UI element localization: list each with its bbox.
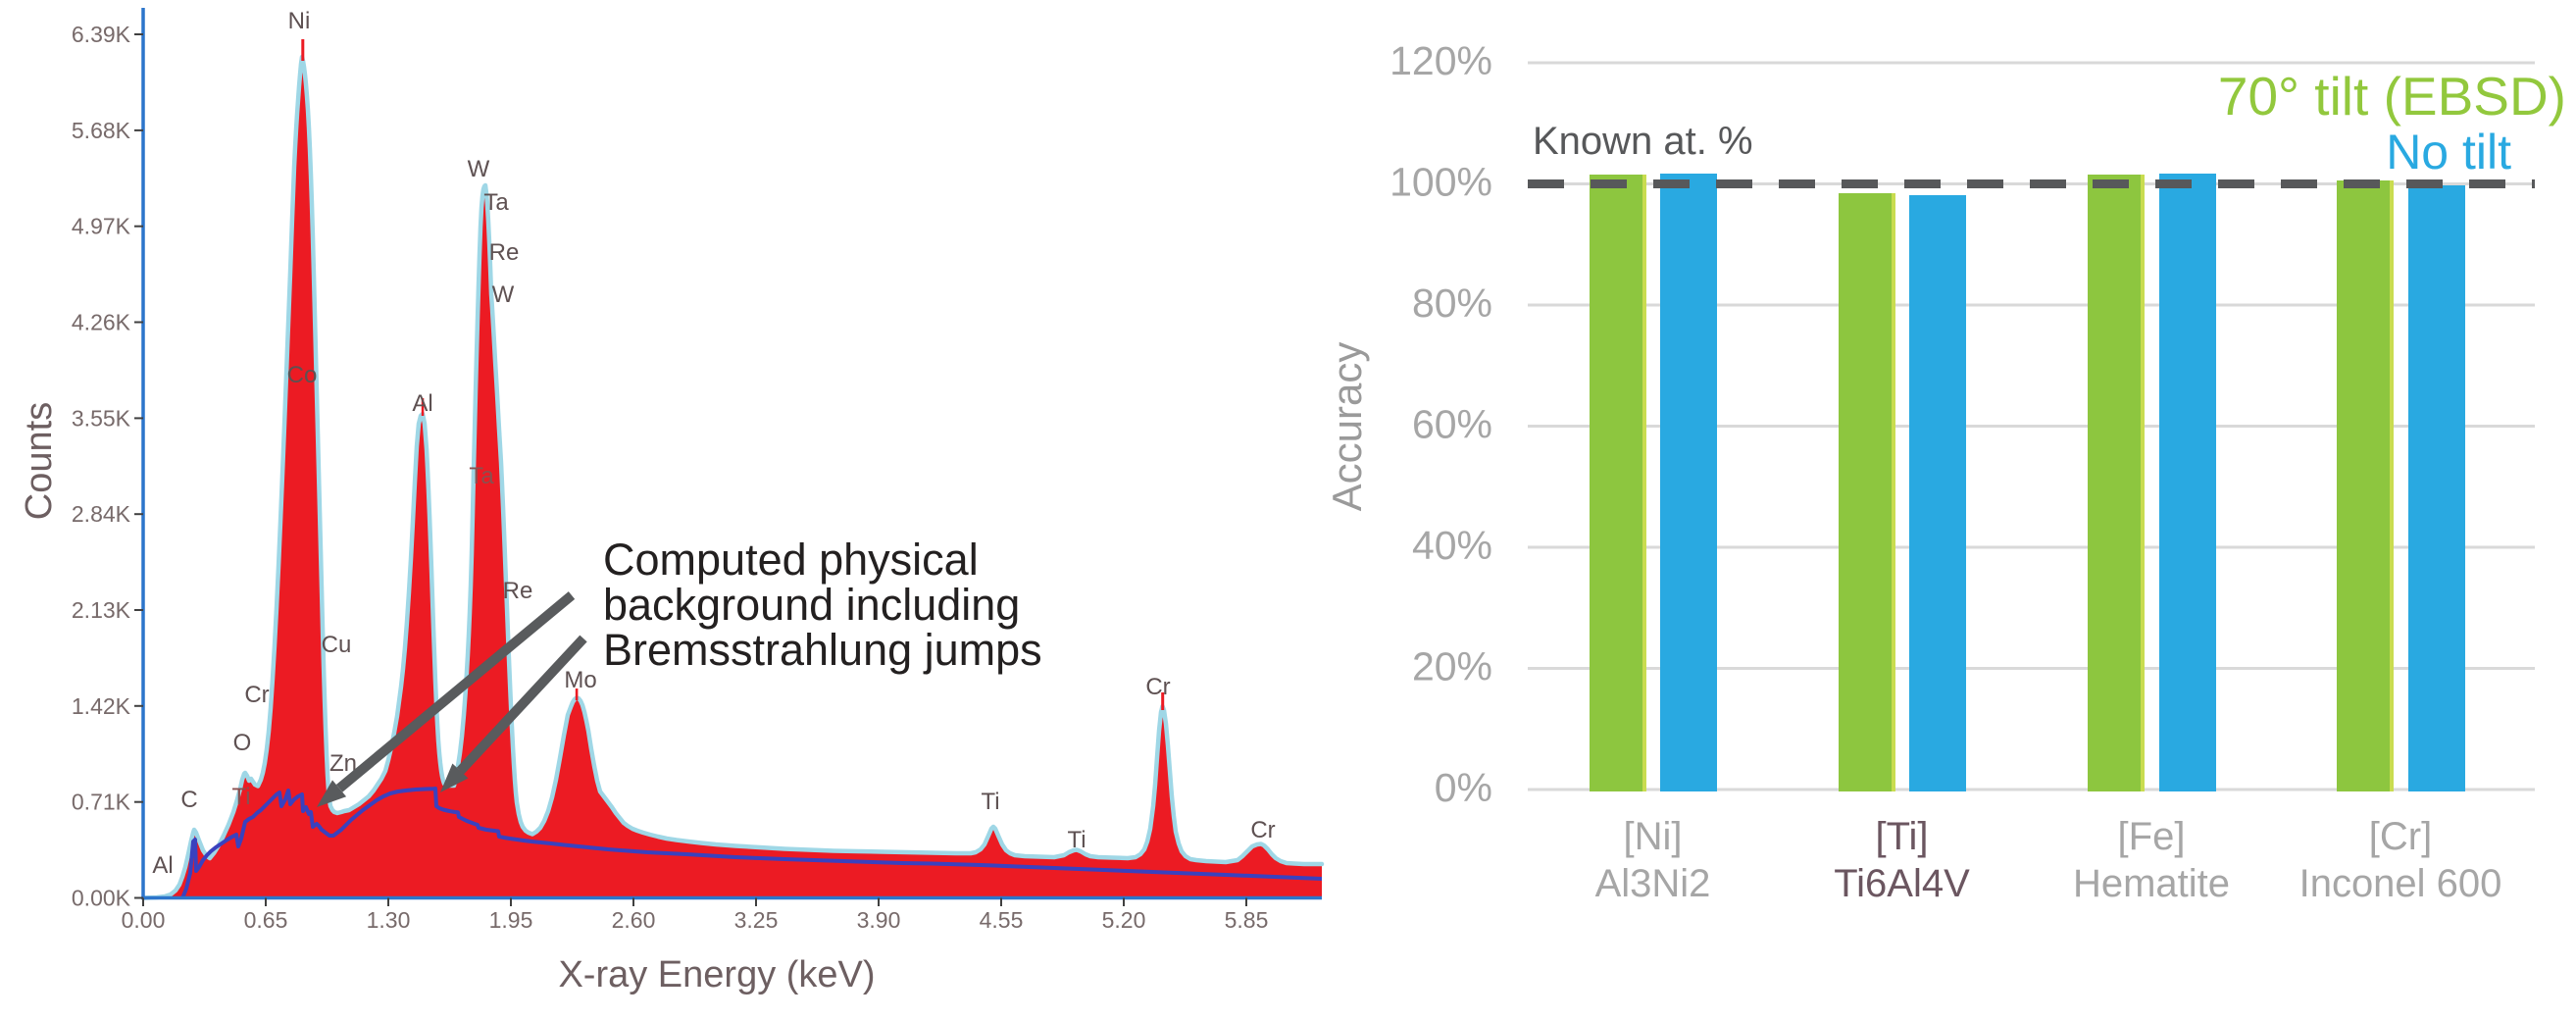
- svg-text:80%: 80%: [1412, 280, 1492, 326]
- svg-text:Ta: Ta: [469, 463, 494, 489]
- svg-text:Cr: Cr: [1250, 817, 1275, 843]
- svg-text:5.68K: 5.68K: [72, 118, 131, 143]
- svg-text:Ti6Al4V: Ti6Al4V: [1834, 862, 1970, 905]
- svg-text:5.85: 5.85: [1225, 907, 1269, 933]
- svg-text:Re: Re: [503, 578, 533, 604]
- svg-text:background including: background including: [603, 580, 1020, 630]
- svg-text:Ni: Ni: [288, 8, 311, 34]
- svg-text:1.30: 1.30: [367, 907, 411, 933]
- svg-text:[Fe]: [Fe]: [2118, 815, 2186, 858]
- svg-text:Known at. %: Known at. %: [1533, 120, 1753, 163]
- svg-text:Cr: Cr: [244, 682, 269, 708]
- svg-text:Cr: Cr: [1145, 674, 1170, 700]
- svg-text:Counts: Counts: [19, 402, 60, 520]
- svg-text:[Ti]: [Ti]: [1875, 815, 1928, 858]
- svg-text:Mo: Mo: [564, 667, 596, 693]
- svg-text:O: O: [233, 730, 252, 756]
- svg-text:Ti: Ti: [231, 784, 250, 810]
- svg-text:4.26K: 4.26K: [72, 310, 131, 335]
- svg-text:4.55: 4.55: [980, 907, 1024, 933]
- svg-text:X-ray Energy (keV): X-ray Energy (keV): [558, 954, 875, 995]
- svg-text:2.13K: 2.13K: [72, 597, 131, 623]
- svg-text:0.71K: 0.71K: [72, 790, 131, 815]
- svg-text:W: W: [468, 156, 490, 182]
- svg-text:Ta: Ta: [483, 189, 509, 216]
- svg-text:0.00: 0.00: [122, 907, 166, 933]
- svg-text:Computed physical: Computed physical: [603, 535, 979, 585]
- svg-text:Inconel 600: Inconel 600: [2299, 862, 2502, 905]
- svg-text:120%: 120%: [1389, 38, 1492, 83]
- svg-text:1.42K: 1.42K: [72, 693, 131, 719]
- svg-text:Re: Re: [489, 239, 520, 266]
- svg-text:1.95: 1.95: [489, 907, 533, 933]
- svg-text:20%: 20%: [1412, 644, 1492, 689]
- svg-text:0%: 0%: [1435, 765, 1492, 810]
- svg-text:0.00K: 0.00K: [72, 886, 131, 911]
- svg-text:[Cr]: [Cr]: [2369, 815, 2432, 858]
- svg-text:Al: Al: [412, 390, 432, 417]
- svg-text:Al: Al: [152, 852, 173, 879]
- svg-text:60%: 60%: [1412, 402, 1492, 447]
- svg-text:Accuracy: Accuracy: [1324, 342, 1370, 512]
- svg-text:Ti: Ti: [1067, 827, 1086, 853]
- svg-text:Cu: Cu: [322, 632, 352, 658]
- svg-text:6.39K: 6.39K: [72, 22, 131, 47]
- svg-text:0.65: 0.65: [244, 907, 288, 933]
- svg-text:Bremsstrahlung jumps: Bremsstrahlung jumps: [603, 625, 1042, 675]
- svg-text:No tilt: No tilt: [2386, 125, 2511, 179]
- svg-text:C: C: [180, 787, 197, 813]
- svg-text:40%: 40%: [1412, 523, 1492, 568]
- svg-text:3.55K: 3.55K: [72, 405, 131, 431]
- svg-text:Al3Ni2: Al3Ni2: [1595, 862, 1711, 905]
- svg-text:W: W: [492, 281, 515, 308]
- svg-text:5.20: 5.20: [1102, 907, 1146, 933]
- svg-text:70° tilt (EBSD): 70° tilt (EBSD): [2218, 66, 2566, 127]
- svg-text:4.97K: 4.97K: [72, 214, 131, 239]
- svg-text:Ti: Ti: [981, 789, 999, 815]
- svg-text:3.25: 3.25: [734, 907, 779, 933]
- svg-text:3.90: 3.90: [857, 907, 901, 933]
- svg-text:Hematite: Hematite: [2073, 862, 2230, 905]
- svg-text:100%: 100%: [1389, 160, 1492, 205]
- svg-text:[Ni]: [Ni]: [1624, 815, 1683, 858]
- svg-text:2.84K: 2.84K: [72, 501, 131, 527]
- svg-text:2.60: 2.60: [612, 907, 656, 933]
- svg-text:Co: Co: [287, 362, 318, 388]
